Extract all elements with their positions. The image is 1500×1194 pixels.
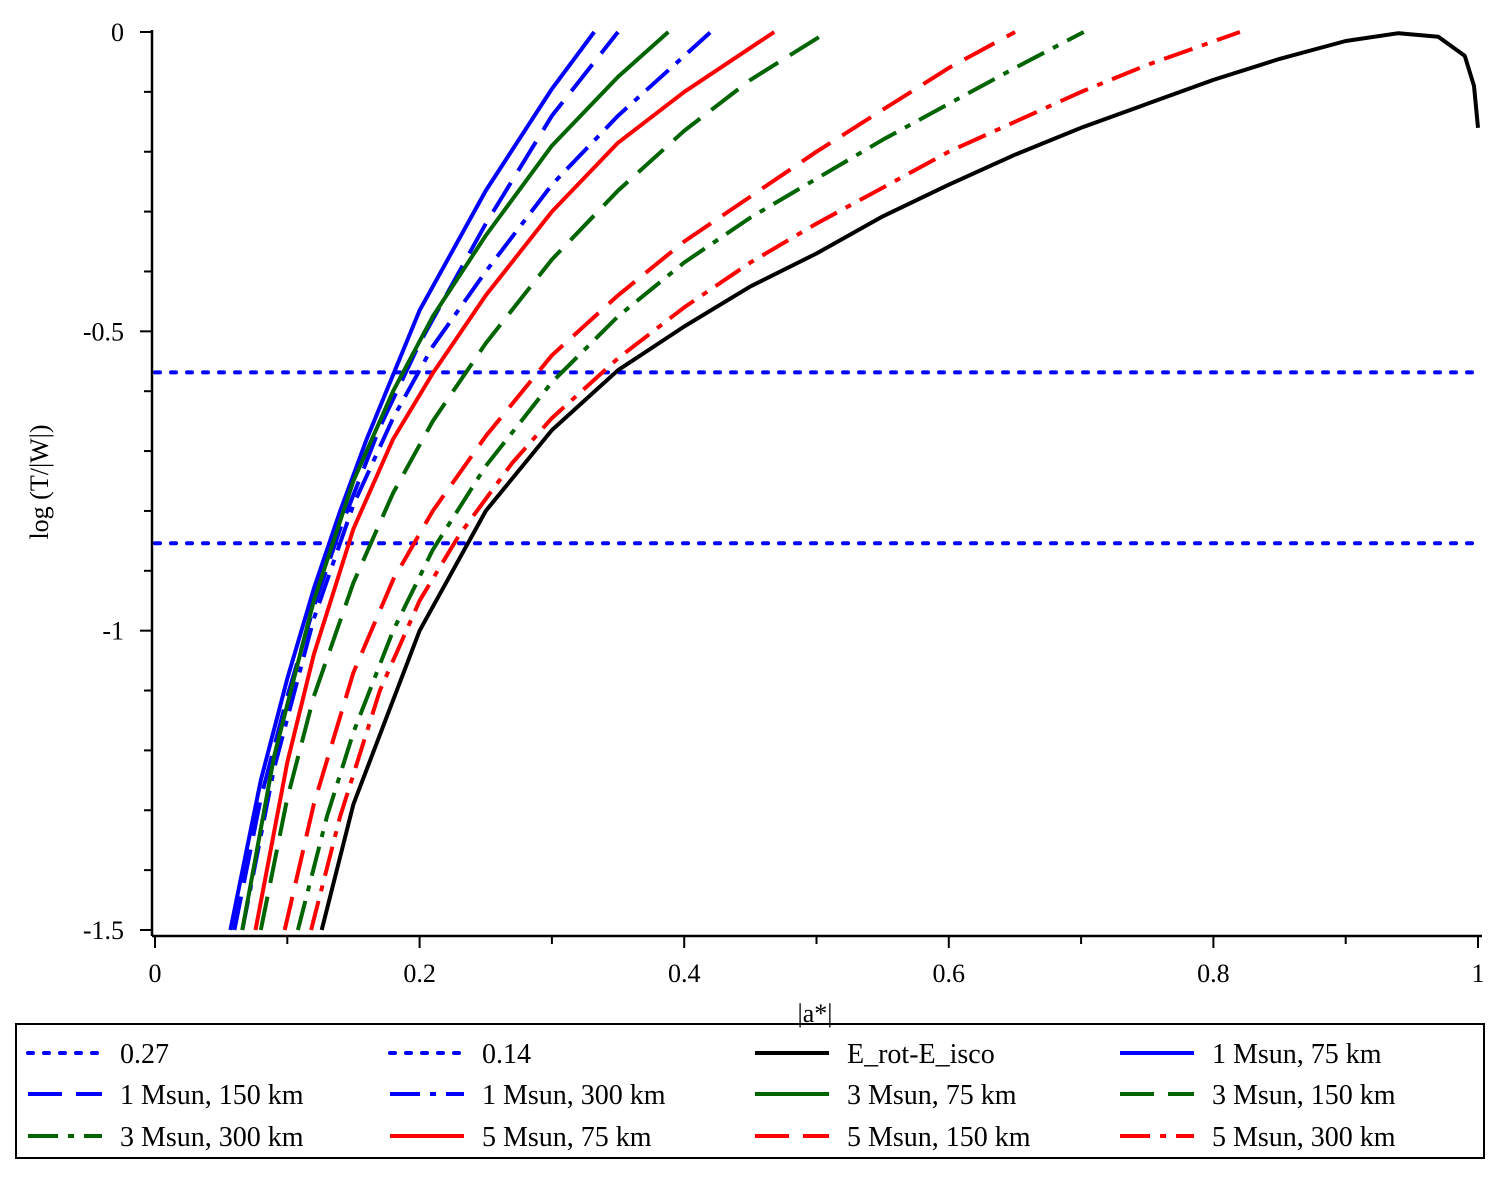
x-tick-label: 0.6	[933, 959, 966, 988]
legend-label: 5 Msun, 75 km	[482, 1122, 652, 1153]
series-line-1-msun-300-km	[240, 30, 713, 931]
series-line-3-msun-300-km	[295, 30, 1085, 931]
legend-label: 3 Msun, 150 km	[1212, 1080, 1396, 1111]
legend-item-5-msun-300-km: 5 Msun, 300 km	[1120, 1122, 1396, 1153]
series-line-e-rot-e-isco	[319, 31, 1480, 931]
legend-item-5-msun-150-km: 5 Msun, 150 km	[755, 1122, 1031, 1153]
legend-label: E_rot-E_isco	[847, 1039, 995, 1070]
x-tick-label: 0.8	[1197, 959, 1230, 988]
series-line-3-msun-75-km	[240, 30, 670, 931]
y-tick-label: 0	[111, 18, 124, 47]
legend-label: 1 Msun, 75 km	[1212, 1039, 1382, 1070]
legend-item-1-msun-300-km: 1 Msun, 300 km	[390, 1080, 666, 1111]
legend: 0.27 0.14 E_rot-E_isco 1 Msun, 75 km 1 Msun,…	[15, 1023, 1485, 1159]
legend-item-e-rot-e-isco: E_rot-E_isco	[755, 1039, 995, 1070]
series-line-3-msun-150-km	[258, 30, 829, 931]
legend-label: 3 Msun, 75 km	[847, 1080, 1017, 1111]
legend-item-3-msun-75-km: 3 Msun, 75 km	[755, 1080, 1017, 1111]
y-axis-label: log (T/|W|)	[25, 424, 54, 539]
legend-label: 1 Msun, 300 km	[482, 1080, 666, 1111]
series-line-5-msun-300-km	[309, 30, 1241, 931]
legend-item-0-14: 0.14	[388, 1039, 531, 1070]
x-tick-label: 0.4	[668, 959, 701, 988]
legend-item-5-msun-75-km: 5 Msun, 75 km	[390, 1122, 652, 1153]
y-tick-label: -0.5	[83, 317, 124, 346]
series-line-5-msun-150-km	[282, 30, 1016, 931]
legend-item-3-msun-150-km: 3 Msun, 150 km	[1120, 1080, 1396, 1111]
legend-label: 3 Msun, 300 km	[120, 1122, 304, 1153]
legend-label: 5 Msun, 300 km	[1212, 1122, 1396, 1153]
legend-label: 1 Msun, 150 km	[120, 1080, 304, 1111]
legend-label: 0.14	[482, 1039, 531, 1070]
legend-item-1-msun-150-km: 1 Msun, 150 km	[28, 1080, 304, 1111]
x-tick-label: 1	[1472, 959, 1485, 988]
legend-label: 5 Msun, 150 km	[847, 1122, 1031, 1153]
series-line-1-msun-75-km	[228, 30, 596, 931]
legend-item-1-msun-75-km: 1 Msun, 75 km	[1120, 1039, 1382, 1070]
legend-label: 0.27	[120, 1039, 169, 1070]
x-tick-label: 0	[149, 959, 162, 988]
legend-item-0-27: 0.27	[26, 1039, 169, 1070]
series-line-5-msun-75-km	[253, 30, 776, 931]
legend-item-3-msun-300-km: 3 Msun, 300 km	[28, 1122, 304, 1153]
series-line-1-msun-150-km	[232, 30, 620, 931]
legend-box	[15, 1023, 1485, 1159]
y-tick-label: -1	[102, 617, 124, 646]
x-tick-label: 0.2	[403, 959, 436, 988]
y-tick-label: -1.5	[83, 916, 124, 945]
